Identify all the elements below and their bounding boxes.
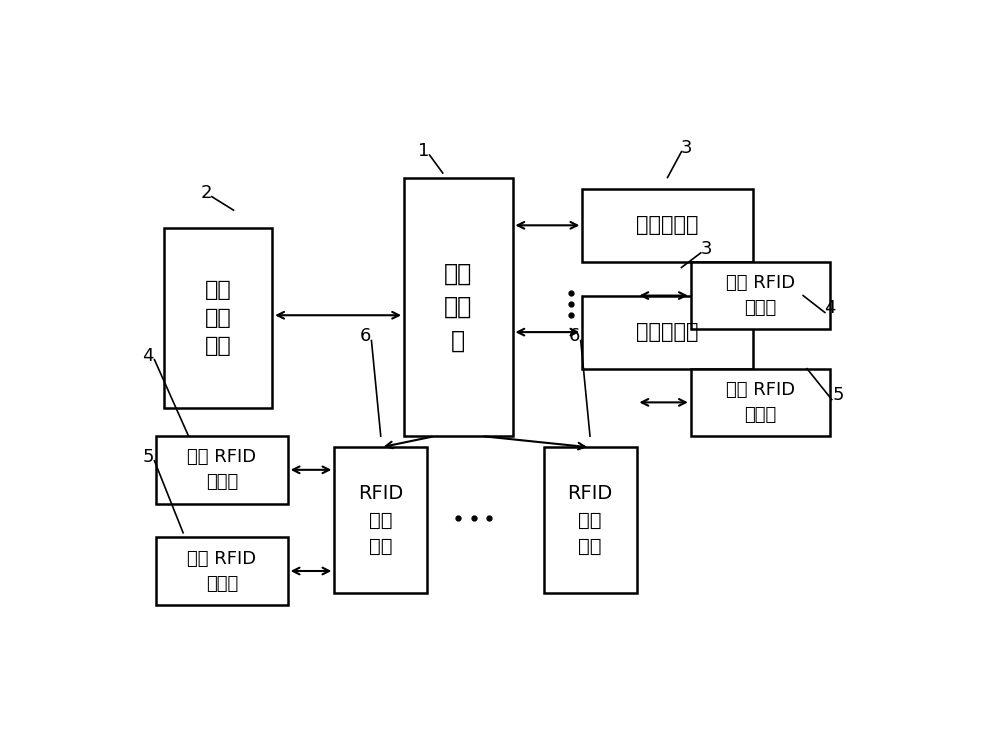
FancyBboxPatch shape	[164, 228, 272, 408]
Text: 6: 6	[360, 327, 371, 345]
FancyBboxPatch shape	[404, 177, 512, 436]
FancyBboxPatch shape	[156, 436, 288, 504]
Text: 3: 3	[700, 240, 712, 258]
Text: RFID
读写
装置: RFID 读写 装置	[358, 485, 403, 556]
Text: 6: 6	[569, 327, 580, 345]
Text: 工件 RFID
射频卡: 工件 RFID 射频卡	[187, 550, 256, 593]
Text: 工件 RFID
射频卡: 工件 RFID 射频卡	[726, 381, 795, 424]
FancyBboxPatch shape	[582, 296, 753, 369]
Text: 3: 3	[681, 139, 693, 157]
Text: 1: 1	[418, 142, 429, 160]
FancyBboxPatch shape	[582, 189, 753, 262]
Text: 调度
控制
器: 调度 控制 器	[444, 261, 472, 353]
FancyBboxPatch shape	[544, 447, 637, 593]
FancyBboxPatch shape	[691, 262, 830, 329]
FancyBboxPatch shape	[691, 369, 830, 436]
Text: RFID
读写
装置: RFID 读写 装置	[567, 485, 613, 556]
Text: 机床控制器: 机床控制器	[636, 322, 699, 342]
Text: 机床控制器: 机床控制器	[636, 215, 699, 235]
Text: 机床 RFID
射频卡: 机床 RFID 射频卡	[187, 448, 256, 491]
Text: 4: 4	[143, 347, 154, 365]
FancyBboxPatch shape	[334, 447, 427, 593]
Text: 5: 5	[832, 386, 844, 404]
Text: 4: 4	[824, 299, 836, 317]
Text: 参数
输入
装置: 参数 输入 装置	[205, 280, 231, 356]
Text: 2: 2	[201, 184, 212, 201]
Text: 机床 RFID
射频卡: 机床 RFID 射频卡	[726, 274, 795, 317]
FancyBboxPatch shape	[156, 537, 288, 604]
Text: 5: 5	[143, 448, 154, 466]
